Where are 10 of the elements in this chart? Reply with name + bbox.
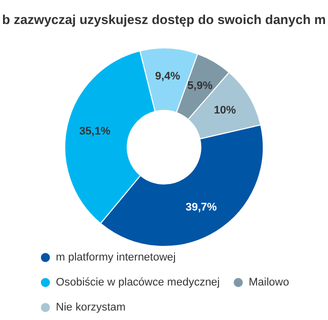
legend-label: Osobiście w placówce medycznej xyxy=(56,276,220,288)
legend-label: Mailowo xyxy=(248,276,290,288)
data-label: 5,9% xyxy=(187,80,213,92)
chart-title: b zazwyczaj uzyskujesz dostęp do swoich danych m xyxy=(2,12,326,27)
data-label: 39,7% xyxy=(186,202,218,214)
legend-label: m platformy internetowej xyxy=(56,252,176,264)
legend-label: Nie korzystam xyxy=(56,302,126,314)
data-label: 10% xyxy=(214,104,236,117)
data-label: 35,1% xyxy=(79,125,111,138)
data-label: 9,4% xyxy=(155,70,180,82)
